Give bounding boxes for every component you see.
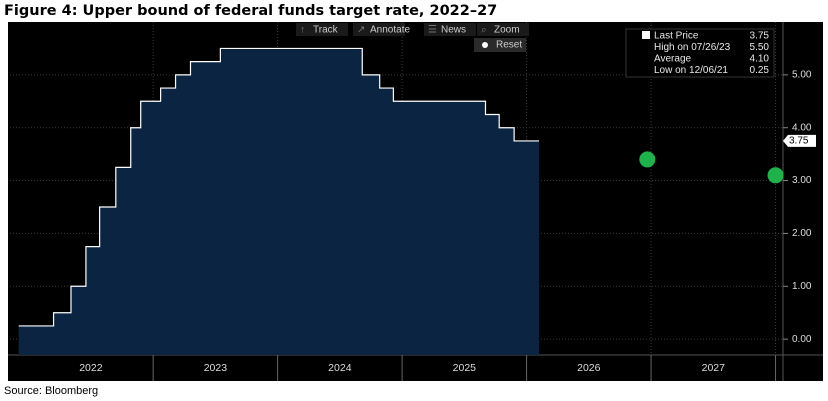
plot [18,47,784,356]
toolbar-label[interactable]: News [441,25,466,36]
reset-icon [482,42,488,48]
y-tick-label: 2.00 [792,228,812,239]
stat-label: High on 07/26/23 [654,42,731,53]
toolbar-button[interactable] [296,23,348,36]
x-tick-label: 2022 [79,362,103,374]
toolbar-button[interactable] [353,23,405,36]
toolbar-icon: ↑ [300,25,305,36]
toolbar-icon: ⌕ [481,25,487,36]
stat-label: Low on 12/06/21 [654,65,728,76]
y-tick-label: 3.00 [792,175,812,186]
x-tick-label: 2025 [453,362,477,374]
stat-value: 4.10 [750,54,770,65]
toolbar-icon: ☰ [428,25,437,36]
stats-box [625,28,775,78]
stat-label: Last Price [654,31,699,42]
chart-title: Figure 4: Upper bound of federal funds t… [4,3,497,19]
y-tick-label: 5.00 [792,69,812,80]
x-tick-label: 2026 [577,362,601,374]
stats-swatch [642,31,650,39]
overlay: 3.75 ↑ Track ↗ Annotate ☰ News ⌕ Zoom Reset Last P… [296,23,816,147]
y-tick-label: 1.00 [792,281,812,292]
stat-label: Average [654,54,692,65]
y-tick-label: 4.00 [792,122,812,133]
x-tick-label: 2023 [204,362,228,374]
toolbar-label[interactable]: Annotate [370,25,410,36]
toolbar-button[interactable] [477,23,529,36]
reset-button[interactable] [474,38,526,52]
last-value-tag [783,134,816,147]
source: Source: Bloomberg [4,385,98,397]
stat-value: 5.50 [750,42,770,53]
dot [767,167,784,184]
dot [639,151,656,168]
toolbar-label[interactable]: Zoom [494,25,520,36]
toolbar-button[interactable] [424,23,476,36]
y-tick-label: 0.00 [792,334,812,345]
line [18,47,540,327]
stat-value: 0.25 [750,65,770,76]
x-tick-label: 2024 [328,362,352,374]
stat-value: 3.75 [750,31,770,42]
last-value-label: 3.75 [789,136,809,147]
area [18,48,540,356]
reset-label[interactable]: Reset [496,40,522,51]
toolbar-label[interactable]: Track [313,25,339,36]
grid: 0.00 1.00 2.00 3.00 4.00 5.00 2022 2023 2024 2025… [10,22,812,381]
toolbar-icon: ↗ [357,25,365,36]
x-tick-label: 2027 [702,362,726,374]
